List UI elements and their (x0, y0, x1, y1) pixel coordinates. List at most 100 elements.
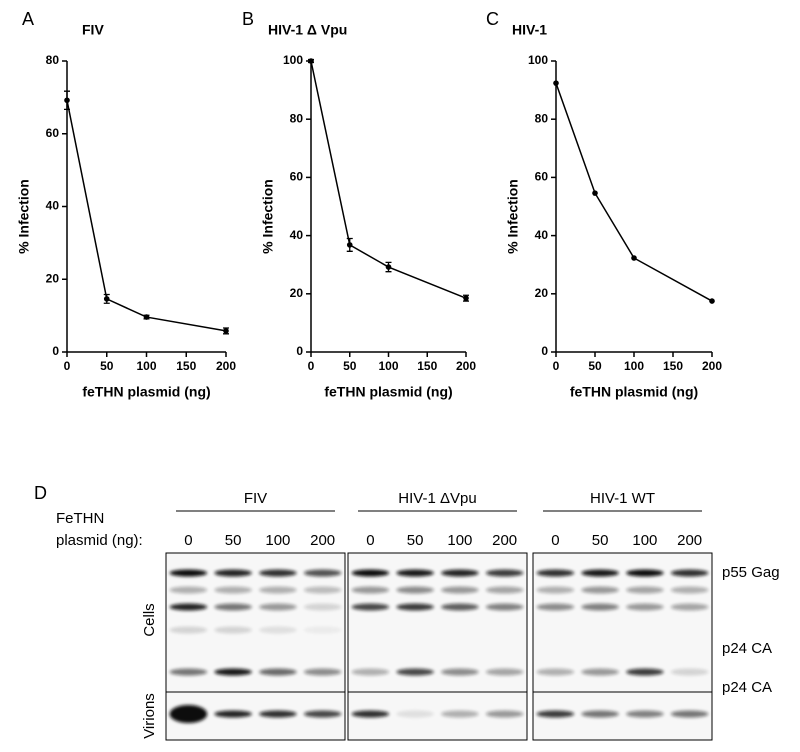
y-tick-label: 80 (46, 53, 60, 67)
band (485, 586, 524, 594)
band-label: p24 CA (722, 640, 772, 657)
band (536, 586, 575, 594)
band (351, 603, 390, 611)
band (536, 668, 575, 676)
x-tick-label: 200 (456, 359, 476, 373)
band (396, 668, 434, 676)
y-tick-label: 20 (46, 271, 60, 285)
data-point (631, 255, 637, 261)
x-tick-label: 0 (64, 359, 71, 373)
band (441, 710, 479, 718)
band (303, 668, 342, 676)
band (351, 710, 390, 718)
band (626, 603, 664, 611)
y-tick-label: 80 (535, 111, 549, 125)
band (396, 586, 434, 594)
y-axis-label: % Infection (505, 179, 521, 254)
y-tick-label: 0 (52, 344, 59, 358)
band (536, 569, 575, 577)
data-point (463, 295, 469, 301)
row-label: Cells (141, 603, 158, 636)
band (485, 569, 524, 577)
band (351, 586, 390, 594)
chart-title: FIV (82, 22, 104, 38)
band (259, 569, 297, 577)
band (670, 586, 709, 594)
x-tick-label: 0 (308, 359, 315, 373)
band (581, 710, 619, 718)
y-tick-label: 40 (290, 228, 304, 242)
band (536, 603, 575, 611)
band (441, 668, 479, 676)
panel-letter: A (22, 9, 34, 29)
y-axis-label: % Infection (16, 179, 32, 254)
band (485, 710, 524, 718)
band (670, 569, 709, 577)
band (214, 569, 252, 577)
band (259, 668, 297, 676)
band (351, 668, 390, 676)
x-axis-label: feTHN plasmid (ng) (570, 384, 698, 400)
band (169, 626, 208, 634)
data-point (64, 97, 70, 104)
dose-label: 200 (492, 532, 517, 549)
x-axis-label: feTHN plasmid (ng) (82, 384, 210, 400)
group-title: FIV (244, 490, 267, 507)
dose-header: FeTHN (56, 510, 104, 527)
band (485, 603, 524, 611)
band (396, 710, 434, 718)
band (303, 586, 342, 594)
data-point (143, 314, 150, 320)
x-tick-label: 200 (216, 359, 236, 373)
x-axis-label: feTHN plasmid (ng) (324, 384, 452, 400)
band (214, 668, 252, 676)
x-tick-label: 0 (553, 359, 560, 373)
band (536, 710, 575, 718)
band (259, 586, 297, 594)
dose-label: 50 (407, 532, 424, 549)
panel-letter: D (34, 483, 47, 503)
band (169, 668, 208, 676)
band (303, 626, 342, 634)
band (169, 569, 208, 577)
y-tick-label: 100 (283, 53, 303, 67)
band (214, 626, 252, 634)
group-title: HIV-1 ΔVpu (398, 490, 476, 507)
data-point (346, 242, 353, 248)
dose-label: 100 (632, 532, 657, 549)
y-tick-label: 60 (46, 126, 60, 140)
group-title: HIV-1 WT (590, 490, 655, 507)
y-tick-label: 20 (290, 286, 304, 300)
data-point (553, 80, 559, 86)
y-tick-label: 60 (290, 170, 304, 184)
blot-box (532, 552, 713, 741)
band (214, 603, 252, 611)
x-tick-label: 100 (624, 359, 644, 373)
blot-box (347, 552, 528, 741)
y-tick-label: 0 (541, 344, 548, 358)
data-point (709, 298, 715, 304)
band (259, 626, 297, 634)
data-line (310, 60, 467, 299)
band (303, 710, 342, 718)
x-tick-label: 50 (588, 359, 602, 373)
y-tick-label: 100 (528, 53, 548, 67)
data-point (592, 190, 598, 196)
x-tick-label: 50 (343, 359, 357, 373)
band (214, 710, 252, 718)
data-line (555, 82, 713, 302)
y-tick-label: 80 (290, 111, 304, 125)
band (441, 603, 479, 611)
x-tick-label: 150 (663, 359, 683, 373)
chart-title: HIV-1 Δ Vpu (268, 22, 347, 38)
dose-label: 50 (225, 532, 242, 549)
band (303, 569, 342, 577)
row-label: Virions (141, 693, 158, 739)
band (670, 710, 709, 718)
band-label: p55 Gag (722, 564, 780, 581)
band (670, 603, 709, 611)
x-tick-label: 150 (176, 359, 196, 373)
dose-label: 200 (310, 532, 335, 549)
chart-title: HIV-1 (512, 22, 547, 38)
